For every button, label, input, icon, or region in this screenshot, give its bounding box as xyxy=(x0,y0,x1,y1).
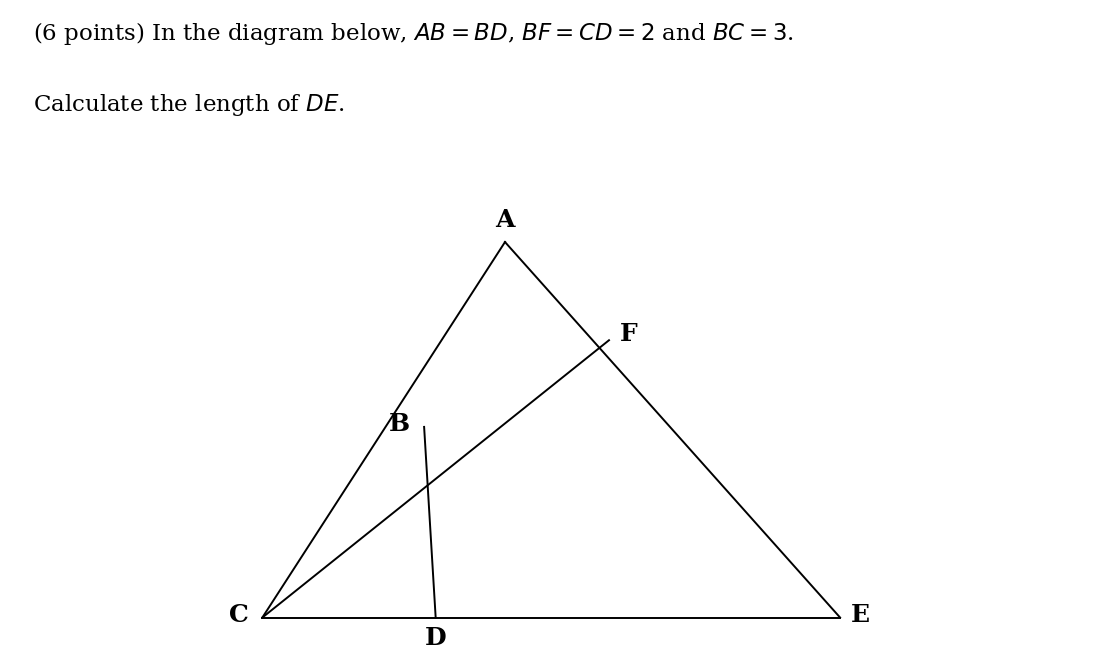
Text: (6 points) In the diagram below, $AB = BD$, $BF = CD = 2$ and $BC = 3$.: (6 points) In the diagram below, $AB = B… xyxy=(33,20,794,47)
Text: A: A xyxy=(496,208,515,232)
Text: Calculate the length of $DE$.: Calculate the length of $DE$. xyxy=(33,92,345,118)
Text: B: B xyxy=(389,412,410,436)
Text: F: F xyxy=(620,322,638,347)
Text: C: C xyxy=(229,603,250,626)
Text: D: D xyxy=(424,626,447,650)
Text: E: E xyxy=(851,603,870,626)
